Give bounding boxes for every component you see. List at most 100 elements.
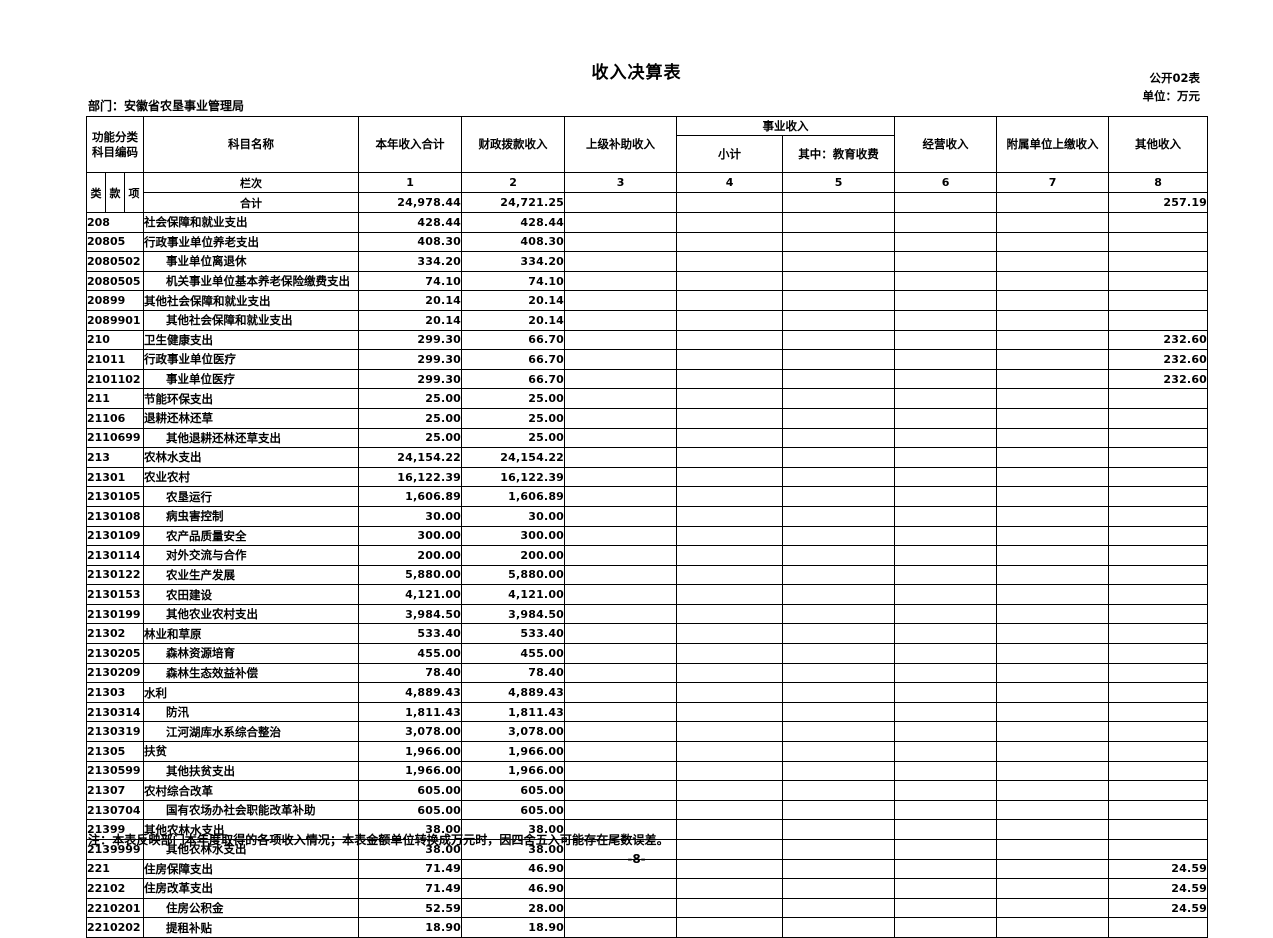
row-code: 2130122	[85, 564, 145, 586]
row-fiscal-appropriation: 66.70	[461, 349, 566, 370]
row-superior-subsidy	[564, 545, 678, 566]
total-superior-subsidy	[564, 192, 678, 213]
row-year-total: 25.00	[358, 427, 463, 449]
table-row: 2130209 森林生态效益补偿 78.40 78.40	[85, 662, 1209, 684]
row-subject-name: 卫生健康支出	[143, 329, 360, 351]
table-row: 211 节能环保支出 25.00 25.00	[85, 388, 1209, 409]
row-business-subtotal	[676, 231, 784, 253]
row-business-education-fee	[782, 349, 896, 370]
row-superior-subsidy	[564, 878, 678, 899]
table-row: 2101102 事业单位医疗 299.30 66.70 232.60	[85, 368, 1209, 390]
total-other-income: 257.19	[1108, 192, 1209, 213]
table-row: 21303 水利 4,889.43 4,889.43	[85, 682, 1209, 703]
table-row: 2080505 机关事业单位基本养老保险缴费支出 74.10 74.10	[85, 270, 1209, 292]
row-affiliated-unit-income	[996, 721, 1110, 743]
row-code: 211	[85, 388, 145, 409]
row-superior-subsidy	[564, 799, 678, 821]
row-business-subtotal	[676, 525, 784, 547]
row-superior-subsidy	[564, 486, 678, 507]
row-code: 210	[85, 329, 145, 351]
row-fiscal-appropriation: 334.20	[461, 251, 566, 272]
row-year-total: 3,078.00	[358, 721, 463, 743]
table-row: 2210201 住房公积金 52.59 28.00 24.59	[85, 897, 1209, 919]
table-row: 2130105 农垦运行 1,606.89 1,606.89	[85, 486, 1209, 507]
header-business-subtotal: 小计	[676, 135, 784, 173]
row-business-education-fee	[782, 545, 896, 566]
row-operating-income	[894, 603, 998, 625]
row-subject-name: 住房公积金	[143, 897, 360, 919]
row-fiscal-appropriation: 25.00	[461, 407, 566, 429]
row-subject-name: 病虫害控制	[143, 505, 360, 527]
row-fiscal-appropriation: 428.44	[461, 212, 566, 233]
row-subject-name: 农田建设	[143, 584, 360, 605]
row-other-income	[1108, 623, 1209, 645]
row-other-income: 24.59	[1108, 858, 1209, 880]
row-affiliated-unit-income	[996, 917, 1110, 938]
row-other-income	[1108, 388, 1209, 409]
column-number-8: 8	[1108, 172, 1209, 193]
table-row: 2130199 其他农业农村支出 3,984.50 3,984.50	[85, 603, 1209, 625]
row-operating-income	[894, 799, 998, 821]
row-year-total: 52.59	[358, 897, 463, 919]
row-operating-income	[894, 290, 998, 311]
row-superior-subsidy	[564, 564, 678, 586]
table-row: 2130108 病虫害控制 30.00 30.00	[85, 505, 1209, 527]
row-business-subtotal	[676, 368, 784, 390]
row-affiliated-unit-income	[996, 447, 1110, 468]
header-subject-name: 科目名称	[143, 116, 360, 173]
table-row: 21305 扶贫 1,966.00 1,966.00	[85, 741, 1209, 762]
row-subject-name: 农业生产发展	[143, 564, 360, 586]
row-other-income	[1108, 505, 1209, 527]
row-superior-subsidy	[564, 741, 678, 762]
row-affiliated-unit-income	[996, 682, 1110, 703]
row-fiscal-appropriation: 5,880.00	[461, 564, 566, 586]
row-superior-subsidy	[564, 309, 678, 331]
row-year-total: 25.00	[358, 388, 463, 409]
row-fiscal-appropriation: 408.30	[461, 231, 566, 253]
row-business-subtotal	[676, 270, 784, 292]
row-operating-income	[894, 212, 998, 233]
row-affiliated-unit-income	[996, 486, 1110, 507]
row-other-income	[1108, 290, 1209, 311]
row-code: 2130205	[85, 643, 145, 664]
row-other-income	[1108, 721, 1209, 743]
row-fiscal-appropriation: 20.14	[461, 309, 566, 331]
row-superior-subsidy	[564, 662, 678, 684]
row-business-education-fee	[782, 643, 896, 664]
row-business-education-fee	[782, 388, 896, 409]
row-business-education-fee	[782, 780, 896, 801]
row-affiliated-unit-income	[996, 505, 1110, 527]
row-operating-income	[894, 780, 998, 801]
row-code: 22102	[85, 878, 145, 899]
row-business-education-fee	[782, 525, 896, 547]
row-fiscal-appropriation: 605.00	[461, 780, 566, 801]
row-superior-subsidy	[564, 603, 678, 625]
table-row: 21011 行政事业单位医疗 299.30 66.70 232.60	[85, 349, 1209, 370]
row-code: 2130209	[85, 662, 145, 684]
row-year-total: 1,811.43	[358, 701, 463, 723]
table-row: 2130319 江河湖库水系综合整治 3,078.00 3,078.00	[85, 721, 1209, 743]
row-superior-subsidy	[564, 917, 678, 938]
row-superior-subsidy	[564, 701, 678, 723]
row-other-income	[1108, 780, 1209, 801]
row-operating-income	[894, 643, 998, 664]
department-label: 部门：安徽省农垦事业管理局	[88, 99, 245, 113]
row-operating-income	[894, 447, 998, 468]
row-operating-income	[894, 427, 998, 449]
row-business-subtotal	[676, 623, 784, 645]
row-year-total: 533.40	[358, 623, 463, 645]
row-business-subtotal	[676, 897, 784, 919]
table-row: 2130109 农产品质量安全 300.00 300.00	[85, 525, 1209, 547]
row-year-total: 1,966.00	[358, 741, 463, 762]
table-row-total: 合计 24,978.44 24,721.25 257.19	[87, 192, 1209, 213]
row-business-subtotal	[676, 309, 784, 331]
header-business-income-group: 事业收入	[676, 116, 896, 136]
row-other-income	[1108, 741, 1209, 762]
row-year-total: 3,984.50	[358, 603, 463, 625]
row-year-total: 299.30	[358, 349, 463, 370]
row-operating-income	[894, 760, 998, 782]
row-affiliated-unit-income	[996, 407, 1110, 429]
row-business-subtotal	[676, 447, 784, 468]
row-subject-name: 林业和草原	[143, 623, 360, 645]
row-subject-name: 其他扶贫支出	[143, 760, 360, 782]
